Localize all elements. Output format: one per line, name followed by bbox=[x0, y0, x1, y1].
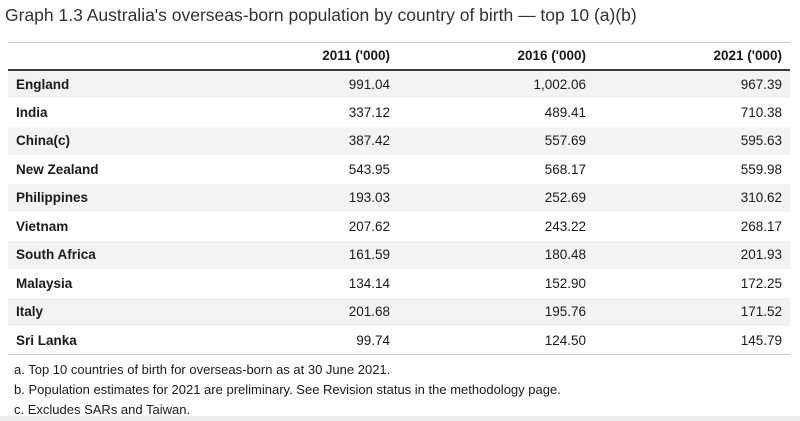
value-cell-2011: 991.04 bbox=[348, 76, 390, 92]
value-cell-2016: 489.41 bbox=[544, 104, 586, 120]
data-table: 2011 ('000) 2016 ('000) 2021 ('000) Engl… bbox=[8, 42, 790, 355]
value-cell-2011: 193.03 bbox=[348, 190, 390, 206]
table-row: England 991.04 1,002.06 967.39 bbox=[8, 69, 790, 98]
table-row: Philippines 193.03 252.69 310.62 bbox=[8, 183, 790, 212]
table-row: Malaysia 134.14 152.90 172.25 bbox=[8, 269, 790, 298]
value-cell-2011: 201.68 bbox=[348, 304, 390, 320]
column-header-2021: 2021 ('000) bbox=[594, 42, 790, 71]
value-cell-2016: 252.69 bbox=[544, 190, 586, 206]
value-cell-2016: 195.76 bbox=[544, 304, 586, 320]
value-cell-2016: 557.69 bbox=[544, 133, 586, 149]
value-cell-2011: 337.12 bbox=[348, 104, 390, 120]
value-cell-2021: 595.63 bbox=[740, 133, 782, 149]
country-cell: England bbox=[16, 76, 70, 92]
value-cell-2016: 124.50 bbox=[398, 326, 594, 355]
table-row: New Zealand 543.95 568.17 559.98 bbox=[8, 155, 790, 184]
footnotes: a. Top 10 countries of birth for oversea… bbox=[14, 360, 790, 420]
footnote-b: b. Population estimates for 2021 are pre… bbox=[14, 382, 561, 397]
table-row: Italy 201.68 195.76 171.52 bbox=[8, 297, 790, 326]
table-row: China(c) 387.42 557.69 595.63 bbox=[8, 126, 790, 155]
value-cell-2016: 568.17 bbox=[544, 161, 586, 177]
value-cell-2021: 268.17 bbox=[740, 218, 782, 234]
value-cell-2016: 152.90 bbox=[544, 275, 586, 291]
value-cell-2021: 559.98 bbox=[740, 161, 782, 177]
table-header-row: 2011 ('000) 2016 ('000) 2021 ('000) bbox=[8, 42, 790, 71]
country-cell: Malaysia bbox=[16, 275, 73, 291]
value-cell-2021: 967.39 bbox=[740, 76, 782, 92]
footnote-a: a. Top 10 countries of birth for oversea… bbox=[14, 362, 391, 377]
country-cell: India bbox=[16, 104, 48, 120]
value-cell-2011: 134.14 bbox=[348, 275, 390, 291]
value-cell-2011: 387.42 bbox=[348, 133, 390, 149]
country-cell: Sri Lanka bbox=[8, 326, 202, 355]
value-cell-2016: 1,002.06 bbox=[533, 76, 586, 92]
value-cell-2021: 201.93 bbox=[740, 247, 782, 263]
value-cell-2011: 207.62 bbox=[348, 218, 390, 234]
column-header-2016: 2016 ('000) bbox=[398, 42, 594, 71]
table-row: India 337.12 489.41 710.38 bbox=[8, 98, 790, 127]
country-cell: Philippines bbox=[16, 190, 89, 206]
country-cell: South Africa bbox=[16, 247, 96, 263]
table-row: Sri Lanka 99.74 124.50 145.79 bbox=[8, 326, 790, 355]
value-cell-2021: 310.62 bbox=[740, 190, 782, 206]
bottom-divider bbox=[0, 416, 800, 421]
value-cell-2011: 161.59 bbox=[348, 247, 390, 263]
value-cell-2011: 543.95 bbox=[348, 161, 390, 177]
country-cell: Vietnam bbox=[16, 218, 69, 234]
value-cell-2016: 180.48 bbox=[544, 247, 586, 263]
value-cell-2021: 172.25 bbox=[740, 275, 782, 291]
table-row: Vietnam 207.62 243.22 268.17 bbox=[8, 212, 790, 241]
value-cell-2016: 243.22 bbox=[544, 218, 586, 234]
value-cell-2021: 171.52 bbox=[740, 304, 782, 320]
value-cell-2011: 99.74 bbox=[202, 326, 398, 355]
page-title: Graph 1.3 Australia's overseas-born popu… bbox=[5, 5, 637, 25]
country-cell: Italy bbox=[16, 304, 44, 320]
value-cell-2021: 710.38 bbox=[740, 104, 782, 120]
column-header-2011: 2011 ('000) bbox=[202, 42, 398, 71]
country-cell: China(c) bbox=[16, 133, 70, 149]
footnote-c: c. Excludes SARs and Taiwan. bbox=[14, 402, 191, 417]
table-row: South Africa 161.59 180.48 201.93 bbox=[8, 240, 790, 269]
country-cell: New Zealand bbox=[16, 161, 99, 177]
value-cell-2021: 145.79 bbox=[594, 326, 790, 355]
corner-cell bbox=[8, 42, 202, 71]
